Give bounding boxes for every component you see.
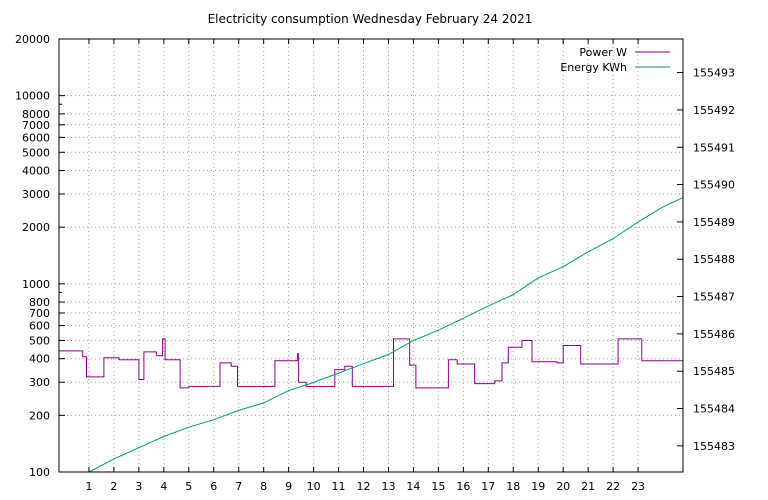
y-right-tick-label: 155492 <box>693 104 735 117</box>
y-right-tick-label: 155487 <box>693 291 735 304</box>
y-right-tick-label: 155488 <box>693 253 735 266</box>
y-right-tick-label: 155485 <box>693 365 735 378</box>
y-left-tick-label: 1000 <box>22 278 50 291</box>
y-left-tick-label: 2000 <box>22 221 50 234</box>
x-tick-label: 9 <box>285 480 292 493</box>
x-tick-label: 7 <box>235 480 242 493</box>
y-left-tick-label: 5000 <box>22 146 50 159</box>
y-left-tick-label: 400 <box>29 353 50 366</box>
y-left-tick-label: 600 <box>29 320 50 333</box>
y-right-tick-label: 155486 <box>693 328 735 341</box>
x-tick-label: 8 <box>260 480 267 493</box>
x-tick-label: 14 <box>406 480 420 493</box>
x-tick-label: 3 <box>135 480 142 493</box>
y-right-tick-label: 155490 <box>693 179 735 192</box>
x-tick-label: 2 <box>110 480 117 493</box>
x-tick-label: 18 <box>506 480 520 493</box>
x-tick-label: 13 <box>381 480 395 493</box>
legend-label-energy: Energy KWh <box>560 61 627 74</box>
legend: Power W Energy KWh <box>560 46 670 74</box>
y-left-tick-label: 4000 <box>22 165 50 178</box>
y-left-tick-label: 500 <box>29 334 50 347</box>
y-left-tick-label: 200 <box>29 409 50 422</box>
y-right-tick-label: 155483 <box>693 440 735 453</box>
y-left-tick-label: 6000 <box>22 131 50 144</box>
y-left-tick-label: 10000 <box>15 90 50 103</box>
y-left-tick-label: 100 <box>29 466 50 479</box>
x-tick-label: 15 <box>431 480 445 493</box>
legend-label-power: Power W <box>579 46 627 59</box>
y-left-tick-label: 3000 <box>22 188 50 201</box>
x-tick-label: 22 <box>606 480 620 493</box>
x-tick-label: 5 <box>185 480 192 493</box>
x-tick-label: 6 <box>210 480 217 493</box>
y-left-tick-label: 20000 <box>15 33 50 46</box>
y-right-tick-label: 155491 <box>693 141 735 154</box>
y-left-tick-label: 7000 <box>22 119 50 132</box>
x-tick-label: 16 <box>456 480 470 493</box>
x-tick-label: 1 <box>85 480 92 493</box>
x-tick-label: 19 <box>531 480 545 493</box>
tick-labels: 1 2 3 4 5 6 7 8 9 10 11 12 13 14 15 16 17 18 19 20 21 22 23100… <box>15 33 735 493</box>
y-left-tick-label: 800 <box>29 296 50 309</box>
chart-title: Electricity consumption Wednesday Februa… <box>208 12 533 26</box>
plot-frame <box>58 38 684 473</box>
x-tick-label: 4 <box>160 480 167 493</box>
x-tick-label: 20 <box>556 480 570 493</box>
grid <box>59 38 683 473</box>
x-tick-label: 17 <box>481 480 495 493</box>
x-tick-label: 12 <box>357 480 371 493</box>
series-line-power <box>59 338 683 389</box>
series <box>59 197 684 473</box>
y-left-tick-label: 8000 <box>22 108 50 121</box>
y-right-tick-label: 155493 <box>693 67 735 80</box>
x-tick-label: 21 <box>581 480 595 493</box>
y-right-tick-label: 155484 <box>693 403 735 416</box>
y-left-tick-label: 700 <box>29 307 50 320</box>
x-tick-label: 10 <box>307 480 321 493</box>
x-tick-label: 11 <box>332 480 346 493</box>
y-left-tick-label: 300 <box>29 376 50 389</box>
axis-ticks <box>59 38 683 473</box>
x-tick-label: 23 <box>631 480 645 493</box>
y-right-tick-label: 155489 <box>693 216 735 229</box>
series-line-energy <box>88 197 684 473</box>
